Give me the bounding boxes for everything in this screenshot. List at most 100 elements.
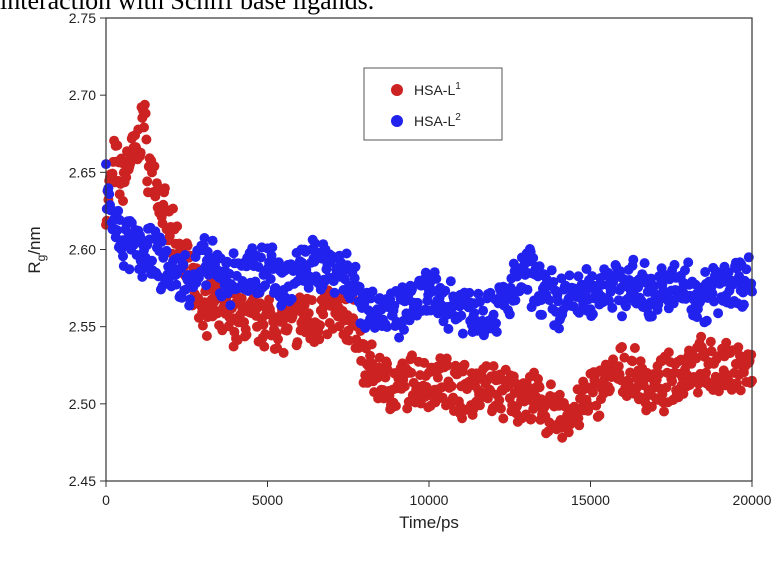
series-2-point: [504, 309, 515, 320]
legend-box: [363, 67, 503, 141]
series-2-point: [707, 288, 718, 299]
series-1-point: [713, 386, 724, 397]
series-1-point: [197, 320, 208, 331]
series-2-point: [253, 262, 264, 272]
series-1-point: [135, 147, 146, 158]
series-1-point: [141, 134, 152, 145]
series-1-point: [545, 379, 556, 390]
series-2-point: [250, 276, 261, 287]
series-1-point: [366, 339, 377, 350]
series-1-point: [563, 427, 574, 438]
series-1-point: [419, 357, 430, 368]
series-1-point: [604, 384, 615, 395]
series-2-point: [266, 250, 277, 261]
y-axis-title: Rg/nm: [25, 226, 48, 273]
caption-text: interaction with Schiff base ligands.: [0, 0, 375, 15]
series-2-point: [267, 242, 278, 253]
series-1-point: [721, 337, 732, 348]
series-2-point: [548, 277, 559, 287]
series-2-point: [512, 271, 522, 282]
series-1-point: [306, 295, 317, 306]
series-1-point: [543, 426, 554, 437]
series-2-point: [633, 282, 644, 293]
series-1-point: [706, 346, 717, 357]
series-1-point: [627, 356, 638, 367]
series-2-point: [273, 257, 284, 268]
series-1-point: [696, 331, 707, 342]
y-tick-label: 2.45: [69, 473, 96, 489]
series-1-point: [259, 341, 270, 352]
series-1-point: [442, 360, 453, 371]
series-2-point: [350, 261, 361, 272]
series-1-point: [149, 161, 160, 172]
series-2-point: [180, 250, 191, 260]
y-tick-label: 2.50: [69, 396, 96, 412]
series-2-point: [554, 323, 564, 334]
series-1-point: [140, 108, 151, 119]
series-1-point: [733, 342, 744, 353]
series-2-point: [171, 279, 182, 290]
series-1-point: [594, 410, 605, 421]
series-2-point: [522, 284, 533, 295]
x-tick-label: 10000: [410, 492, 449, 508]
series-1-point: [365, 350, 376, 361]
series-2-points: [101, 159, 757, 343]
series-1-point: [587, 387, 598, 398]
series-2-point: [628, 254, 639, 265]
series-2-point: [491, 326, 502, 337]
series-2-point: [310, 238, 321, 249]
series-1-point: [407, 350, 417, 361]
series-1-point: [236, 293, 247, 304]
series-2-point: [607, 302, 618, 313]
series-2-point: [713, 308, 724, 319]
y-axis-title-main: R: [25, 261, 44, 273]
legend-label-hsa-l1-sup: 1: [455, 81, 461, 92]
svg-text:HSA-L2: HSA-L2: [414, 112, 461, 129]
series-2-point: [646, 311, 657, 322]
series-1-point: [436, 382, 447, 393]
series-2-point: [669, 259, 680, 270]
series-2-point: [573, 271, 584, 282]
series-1-point: [446, 381, 457, 392]
series-2-point: [137, 271, 148, 282]
series-1-point: [746, 349, 757, 360]
series-2-point: [207, 235, 218, 246]
series-1-point: [315, 320, 325, 331]
series-2-point: [534, 261, 545, 272]
series-2-point: [440, 285, 451, 296]
series-2-point: [564, 270, 575, 281]
series-1-point: [380, 372, 391, 383]
series-2-point: [692, 312, 703, 323]
series-2-point: [404, 315, 415, 326]
series-1-point: [617, 342, 627, 352]
series-2-point: [185, 294, 195, 305]
series-2-point: [431, 273, 442, 284]
series-1-point: [292, 337, 303, 348]
series-1-point: [646, 401, 657, 412]
series-2-point: [683, 257, 694, 268]
x-axis-title: Time/ps: [399, 513, 459, 532]
series-2-point: [228, 248, 239, 259]
series-2-point: [118, 251, 128, 262]
series-1-point: [459, 359, 470, 370]
series-2-point: [225, 300, 236, 311]
series-2-point: [112, 225, 123, 236]
y-tick-label: 2.75: [69, 10, 96, 26]
series-2-point: [456, 310, 467, 321]
series-2-point: [510, 295, 521, 306]
series-1-point: [318, 309, 329, 320]
series-2-point: [156, 236, 167, 247]
series-2-point: [443, 323, 454, 334]
y-axis-title-suffix: /nm: [25, 226, 44, 254]
series-2-point: [201, 280, 212, 291]
series-2-point: [701, 315, 712, 326]
series-1-point: [629, 343, 640, 353]
series-1-point: [241, 329, 252, 340]
series-2-point: [329, 287, 340, 298]
series-1-point: [142, 176, 153, 187]
series-2-point: [457, 328, 468, 339]
series-1-point: [159, 183, 170, 194]
series-2-point: [478, 305, 489, 316]
series-1-point: [432, 372, 443, 383]
series-2-point: [738, 299, 749, 310]
